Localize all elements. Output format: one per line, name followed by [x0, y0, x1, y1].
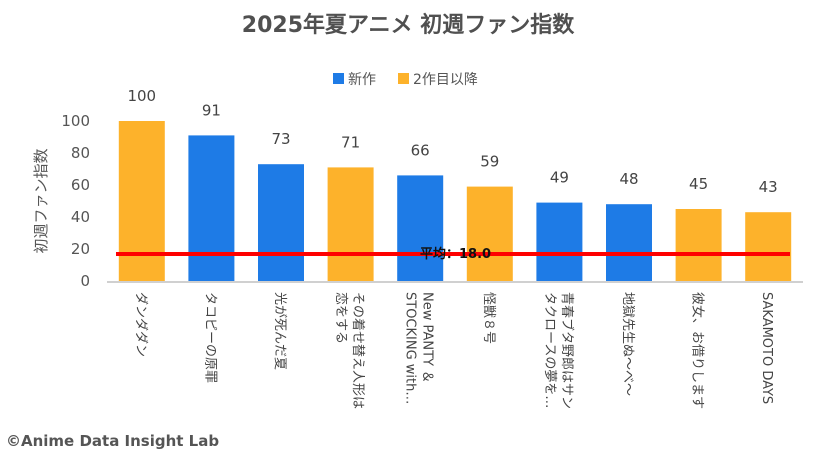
- data-label: 48: [619, 170, 638, 188]
- data-label: 49: [550, 169, 569, 187]
- y-tick-label: 20: [71, 240, 90, 258]
- category-label-line: ダンダダン: [133, 292, 148, 357]
- data-label: 91: [202, 101, 221, 119]
- y-axis-label: 初週ファン指数: [32, 148, 50, 253]
- category-label-line: 恋をする: [333, 292, 349, 344]
- y-axis-ticks: 0 20 40 60 80 100: [61, 112, 90, 290]
- bar: [536, 202, 583, 281]
- data-label: 43: [759, 178, 778, 196]
- bar: [118, 121, 165, 281]
- category-label: 怪獣８号: [481, 292, 496, 344]
- y-tick-label: 100: [61, 112, 90, 130]
- category-label-line: 光が死んだ夏: [272, 292, 287, 370]
- bar: [745, 212, 792, 281]
- y-tick-label: 40: [71, 208, 90, 226]
- copyright-credit: ©Anime Data Insight Lab: [6, 432, 220, 450]
- data-label: 66: [411, 141, 430, 159]
- category-label-line: タコピーの原罪: [202, 292, 217, 383]
- data-label: 100: [127, 87, 156, 105]
- bars: [118, 121, 792, 281]
- data-label: 71: [341, 133, 360, 151]
- category-label: New PANTY ＆STOCKING with…: [403, 292, 435, 404]
- category-label-line: 怪獣８号: [481, 292, 496, 344]
- category-label: SAKAMOTO DAYS: [759, 292, 774, 404]
- bar: [466, 186, 513, 281]
- average-line-group: 平均：18.0: [116, 246, 790, 262]
- legend-label-0: 新作: [348, 72, 376, 88]
- category-label: 地獄先生ぬ～べ～: [620, 292, 635, 396]
- category-label-line: STOCKING with…: [403, 292, 418, 404]
- category-label: ダンダダン: [133, 292, 148, 357]
- legend-swatch-0: [333, 73, 344, 84]
- legend: 新作 2作目以降: [333, 72, 478, 88]
- category-label: 青春ブタ野郎はサンタクロースの夢を…: [542, 292, 575, 409]
- bar: [258, 164, 304, 281]
- y-tick-label: 60: [71, 176, 90, 194]
- bar: [675, 209, 722, 281]
- category-label-line: その着せ替え人形は: [350, 292, 366, 409]
- data-label: 59: [480, 153, 499, 171]
- legend-label-1: 2作目以降: [413, 72, 478, 88]
- category-label-line: SAKAMOTO DAYS: [759, 292, 774, 404]
- category-label-line: New PANTY ＆: [420, 292, 435, 383]
- category-label-line: 地獄先生ぬ～べ～: [620, 292, 635, 396]
- bar: [606, 204, 652, 281]
- y-tick-label: 0: [80, 272, 90, 290]
- category-label: タコピーの原罪: [202, 292, 217, 383]
- bar: [397, 175, 444, 281]
- chart-title: 2025年夏アニメ 初週ファン指数: [242, 12, 575, 38]
- category-label-line: タクロースの夢を…: [542, 292, 557, 408]
- bar: [188, 135, 235, 281]
- legend-swatch-1: [398, 73, 409, 84]
- average-label: 平均：18.0: [420, 246, 491, 262]
- y-tick-label: 80: [71, 144, 90, 162]
- data-label: 45: [689, 175, 708, 193]
- category-label: 光が死んだ夏: [272, 292, 287, 370]
- data-labels: 100 91 73 71 66 59 49 48 45 43: [127, 87, 777, 196]
- data-label: 73: [271, 130, 290, 148]
- bar: [327, 167, 374, 281]
- category-label: 彼女、お借りします: [690, 292, 706, 409]
- category-label-line: 彼女、お借りします: [690, 292, 706, 409]
- category-label-line: 青春ブタ野郎はサン: [559, 292, 575, 409]
